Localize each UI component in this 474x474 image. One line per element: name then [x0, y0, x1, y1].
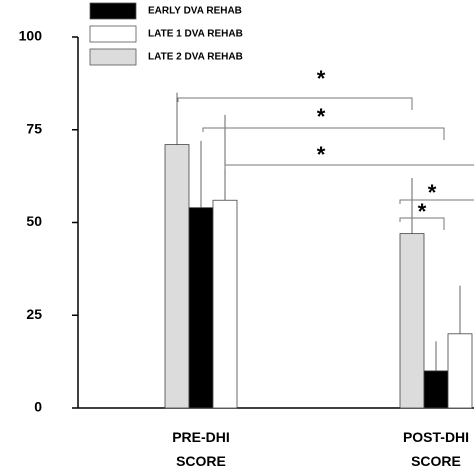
- bar: [423, 370, 449, 409]
- bar: [212, 199, 238, 409]
- significance-bracket: [202, 127, 445, 140]
- bar: [399, 233, 425, 409]
- y-tick-label: 100: [19, 28, 43, 44]
- legend-swatch: [89, 2, 137, 20]
- y-tick-label: 0: [34, 399, 42, 415]
- significance-marker: *: [317, 104, 326, 129]
- bar: [447, 333, 473, 409]
- significance-marker: *: [418, 199, 427, 224]
- significance-bracket: [177, 97, 413, 110]
- x-tick-label: POST-DHI SCORE: [403, 429, 469, 469]
- legend-label: LATE 2 DVA REHAB: [148, 52, 243, 63]
- y-tick-label: 25: [26, 306, 42, 322]
- bar: [188, 207, 214, 409]
- significance-bracket: [399, 217, 445, 230]
- x-tick-label-line: PRE-DHI: [172, 429, 230, 445]
- significance-marker: *: [317, 142, 326, 167]
- x-tick-label-line: POST-DHI: [403, 429, 469, 445]
- x-tick-label-line: SCORE: [176, 453, 226, 469]
- legend-swatch: [89, 48, 137, 66]
- legend-label: LATE 1 DVA REHAB: [148, 29, 243, 40]
- significance-marker: *: [428, 180, 437, 205]
- x-tick-label: PRE-DHI SCORE: [172, 429, 230, 469]
- bar: [164, 144, 190, 409]
- significance-marker: *: [317, 66, 326, 91]
- significance-bracket: [399, 199, 474, 204]
- x-tick-label-line: SCORE: [411, 453, 461, 469]
- y-tick-label: 75: [26, 120, 42, 136]
- y-tick-label: 50: [26, 213, 42, 229]
- significance-bracket: [224, 164, 474, 169]
- legend-swatch: [89, 25, 137, 43]
- legend-label: EARLY DVA REHAB: [148, 6, 242, 17]
